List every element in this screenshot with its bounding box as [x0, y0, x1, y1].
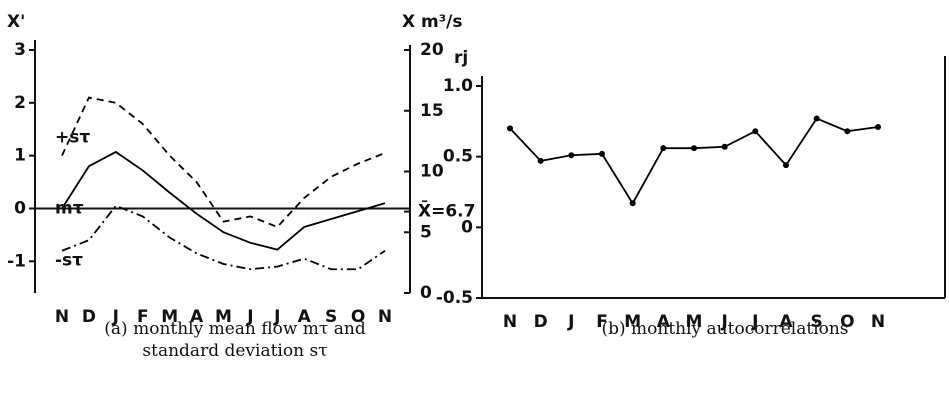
- y-tick-label: 1: [14, 146, 26, 166]
- y-axis-label: X': [7, 12, 25, 32]
- point: [844, 128, 851, 135]
- x-tick-label: D: [534, 312, 548, 332]
- x-tick-label: N: [503, 312, 517, 332]
- y-tick-label: 0: [14, 198, 26, 218]
- y-tick-label: 0.5: [443, 147, 473, 167]
- point: [875, 123, 881, 130]
- point: [568, 152, 575, 159]
- point: [660, 145, 667, 152]
- point: [691, 145, 697, 152]
- x-tick-label: N: [871, 312, 885, 332]
- series-line: [61, 96, 386, 229]
- x-tick-label: F: [596, 312, 608, 332]
- x-tick-label: O: [840, 312, 854, 332]
- x-tick-label: J: [721, 312, 728, 332]
- y-tick-label: -0.5: [436, 288, 473, 308]
- y2-tick-label: 5: [420, 222, 432, 242]
- x-tick-label: M: [686, 312, 703, 332]
- x-tick-label: D: [82, 307, 96, 327]
- y-tick-label: 0: [461, 217, 473, 237]
- point: [783, 162, 789, 169]
- y-tick-label: 2: [14, 93, 26, 113]
- y2-tick-label: 15: [420, 101, 444, 121]
- point: [537, 157, 544, 164]
- y-tick-label: 3: [14, 40, 26, 60]
- point: [813, 115, 820, 122]
- x-tick-label: N: [378, 307, 392, 327]
- x-tick-label: S: [811, 312, 823, 332]
- series-label: +sτ: [55, 128, 90, 148]
- y2-tick-label: 20: [420, 40, 444, 60]
- point: [599, 150, 605, 157]
- series-label: mτ: [55, 198, 84, 218]
- y-tick-label: -1: [7, 251, 26, 271]
- x-tick-label: A: [779, 312, 793, 332]
- x-tick-label: A: [298, 307, 312, 327]
- point: [629, 200, 636, 207]
- series-line: [61, 204, 386, 271]
- x-tick-label: N: [55, 307, 69, 327]
- point: [507, 125, 513, 132]
- x-tick-label: A: [190, 307, 204, 327]
- x-tick-label: M: [624, 312, 641, 332]
- y2-tick-label: 0: [420, 283, 432, 303]
- caption-b: (b) monthly autocorrelations: [601, 319, 849, 339]
- y2-axis-label: X m³/s: [402, 12, 463, 32]
- y-tick-label: 1.0: [443, 76, 473, 96]
- y2-tick-label: 10: [420, 162, 444, 182]
- caption-a: (a) monthly mean flow mτ and standard de…: [104, 319, 366, 361]
- x-tick-label: M: [161, 307, 178, 327]
- series-line: [61, 150, 386, 251]
- x-tick-label: A: [657, 312, 671, 332]
- x-tick-label: J: [751, 312, 758, 332]
- x-tick-label: F: [137, 307, 149, 327]
- series-label: -sτ: [55, 251, 83, 271]
- x-tick-label: J: [273, 307, 280, 327]
- x-tick-label: J: [112, 307, 119, 327]
- x-tick-label: J: [246, 307, 253, 327]
- mean-label: X̄=6.7: [418, 199, 475, 221]
- x-tick-label: J: [567, 312, 574, 332]
- y-axis-label: rj: [454, 48, 468, 68]
- series-line: [509, 117, 879, 206]
- x-tick-label: S: [325, 307, 337, 327]
- x-tick-label: O: [351, 307, 365, 327]
- point: [752, 128, 759, 135]
- x-tick-label: M: [215, 307, 232, 327]
- point: [721, 143, 728, 150]
